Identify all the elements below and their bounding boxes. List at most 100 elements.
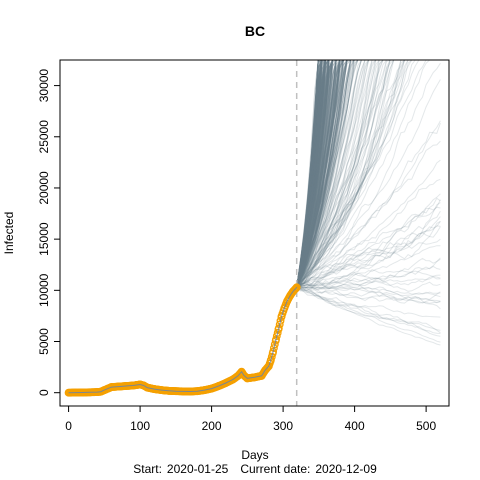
observed-point: [292, 283, 301, 292]
projection-line: [296, 59, 326, 288]
projection-line: [296, 59, 326, 288]
projection-line: [296, 59, 323, 288]
projection-line: [296, 59, 330, 288]
projection-line: [296, 59, 323, 288]
projection-line: [296, 59, 380, 288]
projection-line: [296, 258, 441, 289]
projection-line: [296, 59, 326, 288]
projection-line: [296, 59, 384, 288]
projection-line: [296, 59, 341, 288]
projection-line: [296, 59, 344, 288]
projection-line: [296, 59, 326, 288]
projection-line: [296, 59, 326, 288]
projection-line: [296, 59, 323, 288]
projection-line: [296, 59, 341, 288]
projection-line: [296, 59, 323, 288]
projection-line: [296, 59, 352, 288]
projection-line: [296, 59, 359, 288]
projection-line: [296, 59, 409, 288]
projection-line: [296, 59, 334, 288]
projection-line: [296, 59, 330, 288]
projection-line: [296, 59, 326, 288]
projection-line: [296, 59, 326, 288]
projection-line: [296, 59, 326, 288]
projection-line: [296, 59, 334, 288]
projection-line: [296, 59, 323, 288]
projection-line: [296, 178, 441, 288]
projection-line: [296, 59, 337, 288]
projection-line: [296, 59, 323, 288]
projection-line: [296, 59, 323, 288]
projection-line: [296, 286, 441, 310]
projection-line: [296, 59, 341, 288]
projection-line: [296, 59, 323, 288]
projection-line: [296, 59, 319, 288]
projection-line: [296, 277, 441, 292]
projection-line: [296, 59, 337, 288]
projection-line: [296, 59, 330, 288]
x-axis: 0 100 200 300 400 500: [65, 405, 436, 433]
start-date: 2020-01-25: [167, 462, 229, 476]
projection-line: [296, 282, 441, 304]
projection-line: [296, 59, 319, 288]
observed-point: [275, 320, 284, 329]
projection-line: [296, 59, 323, 288]
projection-line: [296, 59, 323, 288]
x-tick-label: 0: [65, 419, 72, 433]
projection-line: [296, 159, 441, 288]
projection-line: [296, 59, 323, 288]
projection-line: [296, 285, 441, 334]
projection-line: [296, 59, 326, 288]
projection-line: [296, 59, 348, 288]
projection-line: [296, 59, 326, 288]
projection-line: [296, 59, 337, 288]
projection-line: [296, 59, 319, 288]
start-label: Start:: [133, 462, 162, 476]
projection-line: [296, 202, 441, 290]
observed-point: [273, 328, 282, 337]
projection-line: [296, 59, 319, 288]
projection-line: [296, 199, 441, 288]
projection-line: [296, 59, 323, 288]
projection-line: [296, 59, 319, 288]
projection-line: [296, 59, 326, 288]
projection-line: [296, 59, 359, 288]
projection-line: [296, 59, 323, 288]
projection-line: [296, 59, 323, 288]
projection-line: [296, 59, 323, 288]
projection-line: [296, 59, 380, 288]
projection-line: [296, 59, 359, 288]
projection-line: [296, 59, 334, 288]
projection-line: [296, 59, 326, 288]
projection-line: [296, 59, 355, 288]
projection-line: [296, 286, 441, 304]
projection-line: [296, 59, 334, 288]
projection-line: [296, 59, 319, 288]
projection-line: [296, 59, 330, 288]
projection-line: [296, 59, 326, 288]
projection-line: [296, 59, 330, 288]
projection-line: [296, 59, 341, 288]
projection-line: [296, 59, 323, 288]
projection-line: [296, 59, 334, 288]
projection-line: [296, 59, 323, 288]
projection-line: [296, 59, 348, 288]
y-axis: 0 5000 10000 15000 20000 25000 30000: [37, 69, 61, 396]
projection-line: [296, 59, 348, 288]
projection-line: [296, 59, 326, 288]
projection-line: [296, 62, 441, 288]
projection-line: [296, 59, 359, 288]
projection-line: [296, 59, 326, 288]
projection-line: [296, 59, 323, 288]
projection-line: [296, 59, 323, 288]
x-tick-label: 200: [202, 419, 222, 433]
x-axis-label: Days: [241, 448, 268, 462]
projection-line: [296, 59, 330, 288]
projection-line: [296, 284, 441, 298]
projection-line: [296, 59, 319, 288]
projection-line: [296, 59, 337, 288]
projection-line: [296, 59, 341, 288]
projection-line: [296, 59, 344, 288]
projection-line: [296, 59, 330, 288]
projection-line: [296, 59, 334, 288]
